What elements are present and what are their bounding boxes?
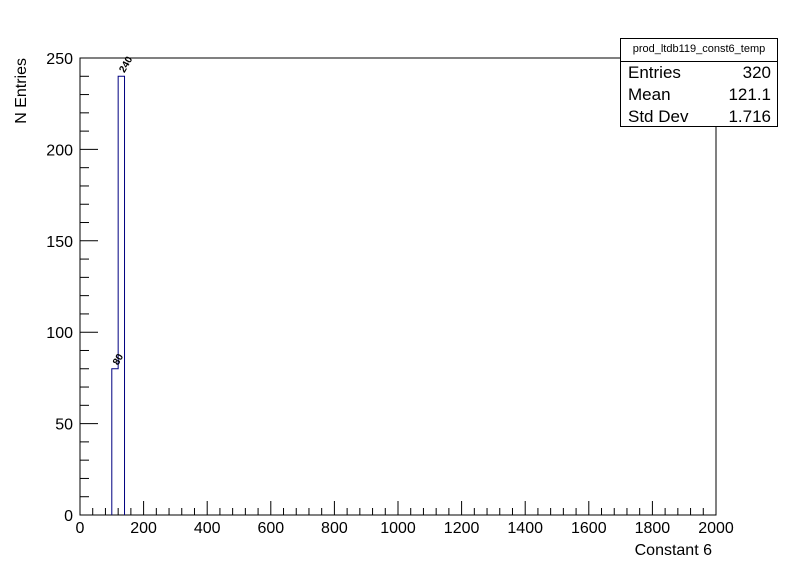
y-tick-label: 0 xyxy=(64,508,73,525)
stats-label: Entries xyxy=(628,63,681,82)
stats-box: prod_ltdb119_const6_temp Entries 320 Mea… xyxy=(620,38,778,127)
x-tick-label: 1200 xyxy=(444,520,480,537)
x-tick-label: 600 xyxy=(257,520,284,537)
stats-row-stddev: Std Dev 1.716 xyxy=(621,106,777,128)
x-axis: 0 200 400 600 800 1000 1200 1400 1600 1800 2000 xyxy=(76,501,734,537)
stats-value: 320 xyxy=(742,63,771,82)
y-tick-label: 50 xyxy=(55,417,73,434)
x-tick-label: 2000 xyxy=(698,520,734,537)
y-axis-label: N Entries xyxy=(13,58,30,124)
y-tick-label: 200 xyxy=(46,142,73,159)
stats-label: Mean xyxy=(628,85,671,104)
y-tick-label: 100 xyxy=(46,325,73,342)
x-tick-label: 800 xyxy=(321,520,348,537)
x-tick-label: 1400 xyxy=(507,520,543,537)
y-axis: 0 50 100 150 200 250 xyxy=(46,51,98,525)
stats-value: 121.1 xyxy=(728,85,771,104)
y-tick-label: 150 xyxy=(46,234,73,251)
x-tick-label: 0 xyxy=(76,520,85,537)
x-tick-label: 1800 xyxy=(635,520,671,537)
stats-label: Std Dev xyxy=(628,107,689,126)
y-tick-label: 250 xyxy=(46,51,73,68)
stats-value: 1.716 xyxy=(728,107,771,126)
x-axis-label: Constant 6 xyxy=(635,542,712,559)
x-tick-label: 1600 xyxy=(571,520,607,537)
stats-row-mean: Mean 121.1 xyxy=(621,84,777,106)
stats-title: prod_ltdb119_const6_temp xyxy=(621,39,777,62)
x-tick-label: 1000 xyxy=(380,520,416,537)
histogram-outline xyxy=(111,75,126,515)
x-tick-label: 400 xyxy=(194,520,221,537)
x-tick-label: 200 xyxy=(130,520,157,537)
stats-row-entries: Entries 320 xyxy=(621,62,777,84)
bin-value-label: 80 xyxy=(111,352,126,368)
